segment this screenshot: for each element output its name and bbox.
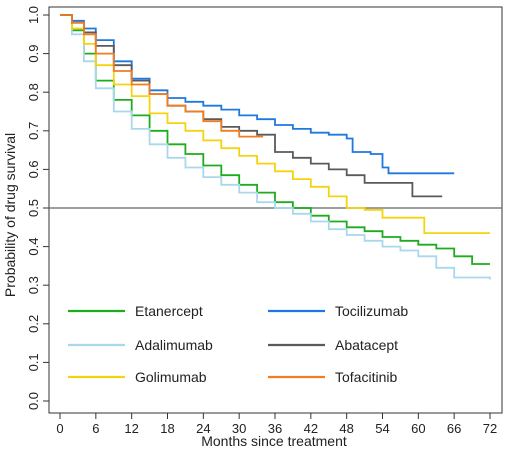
x-tick-label: 60 (411, 421, 425, 436)
plot-border (48, 6, 503, 414)
series-layer (60, 14, 491, 280)
x-tick-label: 66 (447, 421, 461, 436)
legend-label-golimumab: Golimumab (135, 369, 207, 385)
y-tick-label: 0.4 (26, 238, 41, 256)
y-tick-label: 1.0 (26, 6, 41, 24)
x-tick-label: 54 (375, 421, 389, 436)
x-tick-label: 72 (483, 421, 497, 436)
x-tick-label: 36 (268, 421, 282, 436)
y-tick-label: 0.7 (26, 122, 41, 140)
x-tick-label: 48 (339, 421, 353, 436)
legend-label-tocilizumab: Tocilizumab (335, 303, 408, 319)
y-tick-label: 0.2 (26, 315, 41, 333)
y-tick-label: 0.6 (26, 160, 41, 178)
y-tick-label: 0.3 (26, 276, 41, 294)
x-tick-label: 6 (92, 421, 99, 436)
x-axis: 0 6 12 18 24 30 36 42 48 54 60 66 72 (56, 413, 497, 436)
series-line-tofacitinib (60, 14, 264, 138)
x-tick-label: 42 (304, 421, 318, 436)
x-tick-label: 30 (232, 421, 246, 436)
legend-label-tofacitinib: Tofacitinib (335, 369, 397, 385)
x-tick-label: 0 (56, 421, 63, 436)
y-tick-label: 0.8 (26, 83, 41, 101)
legend: Etanercept Adalimumab Golimumab Tocilizumab… (68, 303, 408, 385)
y-axis-title: Probability of drug survival (2, 133, 18, 297)
series-line-etanercept (60, 14, 490, 265)
y-tick-label: 0.1 (26, 353, 41, 371)
x-tick-label: 12 (124, 421, 138, 436)
legend-label-etanercept: Etanercept (135, 303, 203, 319)
x-tick-label: 18 (160, 421, 174, 436)
legend-label-adalimumab: Adalimumab (135, 337, 213, 353)
x-axis-title: Months since treatment (201, 433, 347, 449)
y-axis: 0.0 0.1 0.2 0.3 0.4 0.5 0.6 0.7 0.8 0.9 1.0 (26, 6, 49, 410)
plot-frame (48, 6, 503, 414)
series-line-tocilizumab (60, 14, 455, 175)
y-tick-label: 0.5 (26, 199, 41, 217)
x-tick-label: 24 (196, 421, 210, 436)
y-tick-label: 0.0 (26, 392, 41, 410)
legend-label-abatacept: Abatacept (335, 337, 398, 353)
series-line-adalimumab (60, 14, 491, 280)
y-tick-label: 0.9 (26, 45, 41, 63)
series-line-abatacept (60, 14, 443, 198)
